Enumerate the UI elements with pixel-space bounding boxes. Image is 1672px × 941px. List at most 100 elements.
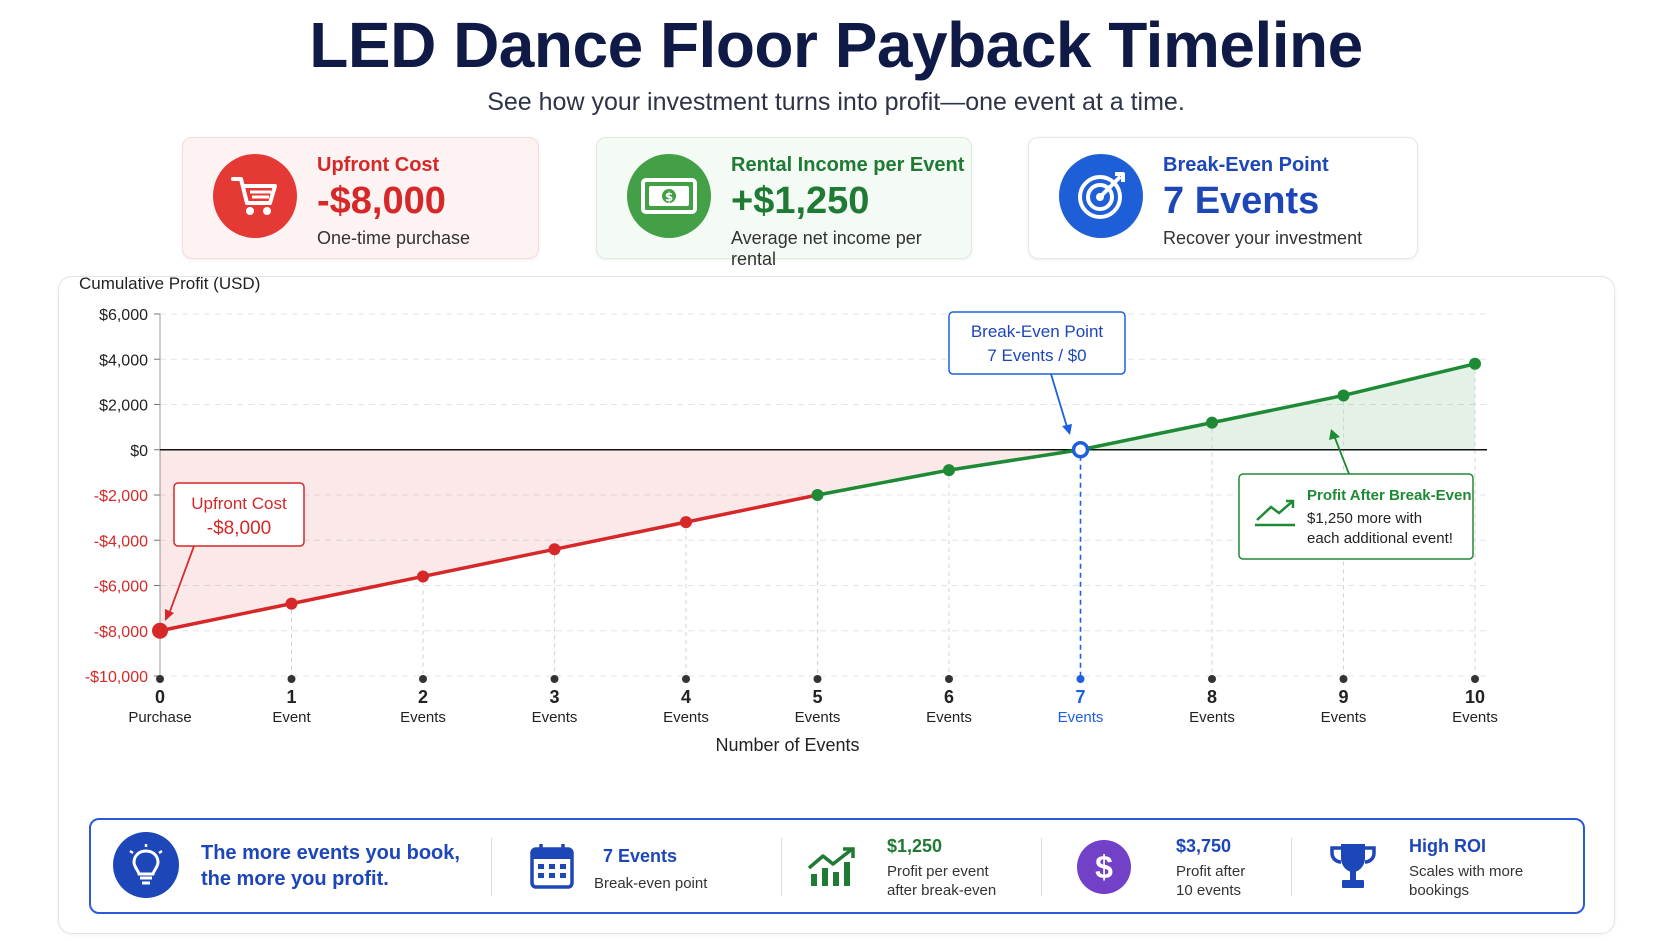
x-axis-title: Number of Events — [715, 735, 859, 755]
x-tick-sublabel: Events — [926, 709, 972, 726]
callout-line-2: each additional event! — [1307, 530, 1453, 547]
series-segment — [1078, 420, 1214, 452]
data-point — [1337, 389, 1350, 402]
data-point — [943, 464, 955, 477]
footer-item-title: $3,750 — [1176, 836, 1232, 856]
divider — [1041, 838, 1042, 896]
x-tick-sublabel: Events — [1058, 709, 1104, 726]
break-even-point — [1071, 441, 1090, 459]
upfront-cost-callout — [173, 482, 305, 547]
y-tick-label: $2,000 — [99, 398, 148, 415]
x-tick-label: 5 — [812, 687, 822, 707]
callout-arrowhead — [165, 609, 174, 621]
callout-arrow — [1050, 373, 1068, 428]
upfront-cost-card: Upfront Cost -$8,000 One-time purchase — [182, 137, 539, 259]
series-segment — [552, 520, 688, 552]
rental-income-card: $ Rental Income per Event +$1,250 Averag… — [596, 137, 972, 269]
footer-item-text: Scales with more — [1409, 863, 1524, 880]
x-tick-marker — [1339, 675, 1348, 683]
footer-item-breakeven: 7 Events Break-even point — [521, 820, 751, 912]
x-tick-label: 7 — [1075, 687, 1085, 707]
footer-item-text: Profit per event — [887, 863, 989, 880]
card-description: Recover your investment — [1163, 228, 1363, 248]
x-tick-marker — [550, 675, 559, 683]
data-point — [548, 543, 561, 556]
dollar-icon: $ — [1077, 840, 1131, 894]
divider — [1291, 838, 1292, 896]
x-tick-sublabel: Events — [1321, 709, 1367, 726]
callout-arrowhead — [1062, 424, 1072, 435]
x-tick-marker — [813, 675, 822, 683]
x-tick-label: 9 — [1338, 687, 1348, 707]
card-value: 7 Events — [1163, 180, 1320, 222]
x-tick-marker — [156, 675, 164, 683]
x-tick-label: 8 — [1207, 687, 1217, 707]
x-tick-label: 1 — [286, 687, 296, 707]
footer-item-text: after break-even — [887, 882, 997, 899]
x-tick-marker — [287, 675, 296, 683]
y-tick-label: -$10,000 — [85, 669, 148, 686]
footer-item-title: 7 Events — [603, 846, 678, 866]
shopping-cart-icon — [213, 154, 297, 238]
page-subtitle: See how your investment turns into profi… — [487, 88, 1185, 116]
data-point — [417, 570, 429, 583]
footer-item-text: Profit after — [1176, 863, 1246, 880]
x-tick-label: 2 — [418, 687, 428, 707]
cash-icon: $ — [627, 154, 711, 238]
profit-callout — [1238, 473, 1474, 560]
series-segment — [421, 547, 557, 579]
data-point — [1469, 357, 1481, 370]
divider — [781, 838, 782, 896]
footer-item-profit-per-event: $1,250 Profit per event after break-even — [803, 820, 1043, 912]
data-point — [1206, 416, 1218, 429]
callout-title: Profit After Break-Even — [1307, 487, 1472, 504]
card-description: One-time purchase — [317, 228, 471, 248]
chart-panel: Cumulative Profit (USD) $6,000 $4,000 $2,00… — [58, 276, 1615, 934]
data-point — [152, 622, 168, 639]
trend-up-icon — [1256, 500, 1294, 521]
series-segment — [1341, 362, 1477, 398]
y-tick-label: -$8,000 — [94, 624, 148, 641]
series-segment — [815, 468, 951, 497]
series-segment — [158, 601, 294, 633]
footer-tagline: The more events you book, the more you p… — [91, 820, 481, 912]
callout-value: -$8,000 — [207, 518, 271, 539]
footer-item-text: 10 events — [1176, 882, 1242, 899]
x-tick-label: 3 — [549, 687, 559, 707]
x-tick-label: 0 — [155, 687, 165, 707]
svg-text:$: $ — [665, 190, 673, 204]
lightbulb-icon — [113, 832, 179, 898]
y-tick-label: -$4,000 — [94, 533, 148, 550]
tagline-line-2: the more you profit. — [201, 868, 389, 890]
trend-up-icon-arrow — [1286, 499, 1295, 508]
y-tick-label: -$6,000 — [94, 579, 148, 596]
card-label: Rental Income per Event — [731, 154, 965, 176]
y-tick-label: $4,000 — [99, 352, 148, 369]
x-tick-sublabel: Events — [400, 709, 446, 726]
trophy-icon — [1327, 840, 1379, 897]
callout-arrow — [168, 545, 195, 615]
x-tick-sublabel: Events — [663, 709, 709, 726]
x-tick-marker — [682, 675, 690, 683]
card-description: Average net income per rental — [731, 228, 922, 269]
x-tick-sublabel: Events — [1452, 709, 1498, 726]
x-tick-marker — [1208, 675, 1216, 683]
x-tick-sublabel: Event — [272, 709, 311, 726]
series-segment — [684, 493, 820, 524]
growth-chart-icon — [807, 846, 859, 893]
footer-item-title: High ROI — [1409, 836, 1486, 856]
page-title: LED Dance Floor Payback Timeline — [309, 9, 1363, 81]
card-label: Break-Even Point — [1163, 154, 1329, 176]
data-point — [680, 516, 692, 529]
profit-area — [1080, 363, 1475, 450]
cumulative-profit-chart: Cumulative Profit (USD) $6,000 $4,000 $2,00… — [79, 277, 1498, 755]
x-tick-marker — [1076, 675, 1085, 683]
target-icon — [1059, 154, 1143, 238]
x-tick-label: 10 — [1465, 687, 1485, 707]
loss-area — [160, 449, 1081, 631]
x-tick-sublabel: Purchase — [128, 709, 191, 726]
y-axis-title: Cumulative Profit (USD) — [79, 277, 260, 293]
footer-item-profit-10: $ $3,750 Profit after 10 events — [1061, 820, 1311, 912]
footer-item-roi: High ROI Scales with more bookings — [1321, 820, 1561, 912]
calendar-icon — [529, 842, 575, 895]
